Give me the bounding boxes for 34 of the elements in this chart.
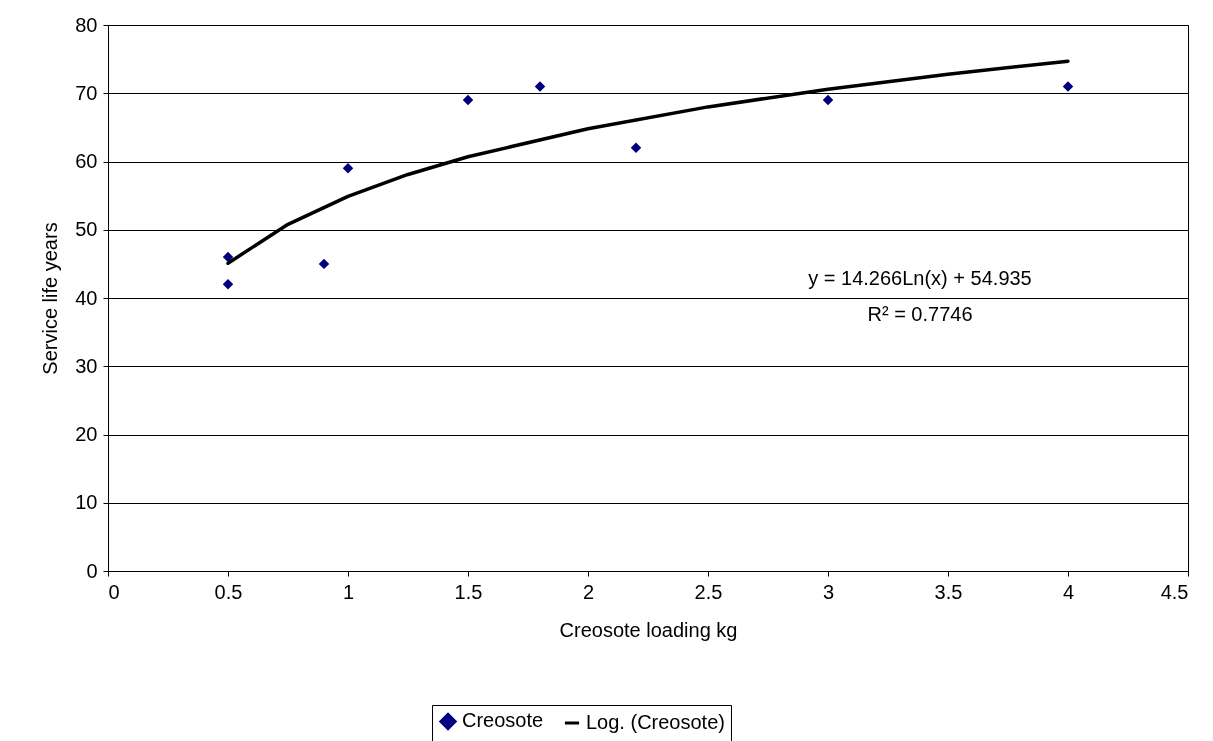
legend-label: Creosote <box>462 709 544 732</box>
point <box>222 251 234 263</box>
point <box>822 94 834 106</box>
point <box>222 279 234 290</box>
x-tick-label: 0.5 <box>214 580 243 603</box>
x-tick-label: 4 <box>1062 580 1075 603</box>
x-tick-label: 0 <box>108 580 120 603</box>
point <box>534 81 546 92</box>
y-tick-label: 80 <box>75 13 98 36</box>
point <box>1062 81 1074 92</box>
x-tick-label: 2 <box>582 580 595 603</box>
point <box>462 94 474 106</box>
y-tick-label: 10 <box>75 491 98 514</box>
point <box>630 142 642 154</box>
x-tick-label: 1 <box>342 580 355 603</box>
x-tick-label: 4.5 <box>1160 580 1189 603</box>
x-tick-label: 1.5 <box>454 580 483 603</box>
x-tick-label: 2.5 <box>694 580 723 603</box>
y-tick-label: 60 <box>75 150 98 172</box>
y-tick-label: 40 <box>75 286 98 309</box>
y-tick-label: 50 <box>75 218 98 241</box>
x-tick-label: 3.5 <box>934 580 963 603</box>
annotation: y = 14.266Ln(x) + 54.935 <box>808 267 1032 289</box>
x-axis-title: Creosote loading kg <box>559 618 738 641</box>
y-tick-label: 0 <box>86 559 98 582</box>
point <box>342 163 354 174</box>
x-tick-label: 3 <box>822 580 835 603</box>
y-tick-label: 30 <box>75 354 98 377</box>
legend-label: Log. (Creosote) <box>586 711 725 733</box>
y-tick-label: 70 <box>75 81 98 104</box>
y-tick-label: 20 <box>75 423 98 445</box>
y-axis-title: Service life years <box>39 222 62 375</box>
point <box>318 258 330 270</box>
annotation: R² = 0.7746 <box>867 303 973 325</box>
